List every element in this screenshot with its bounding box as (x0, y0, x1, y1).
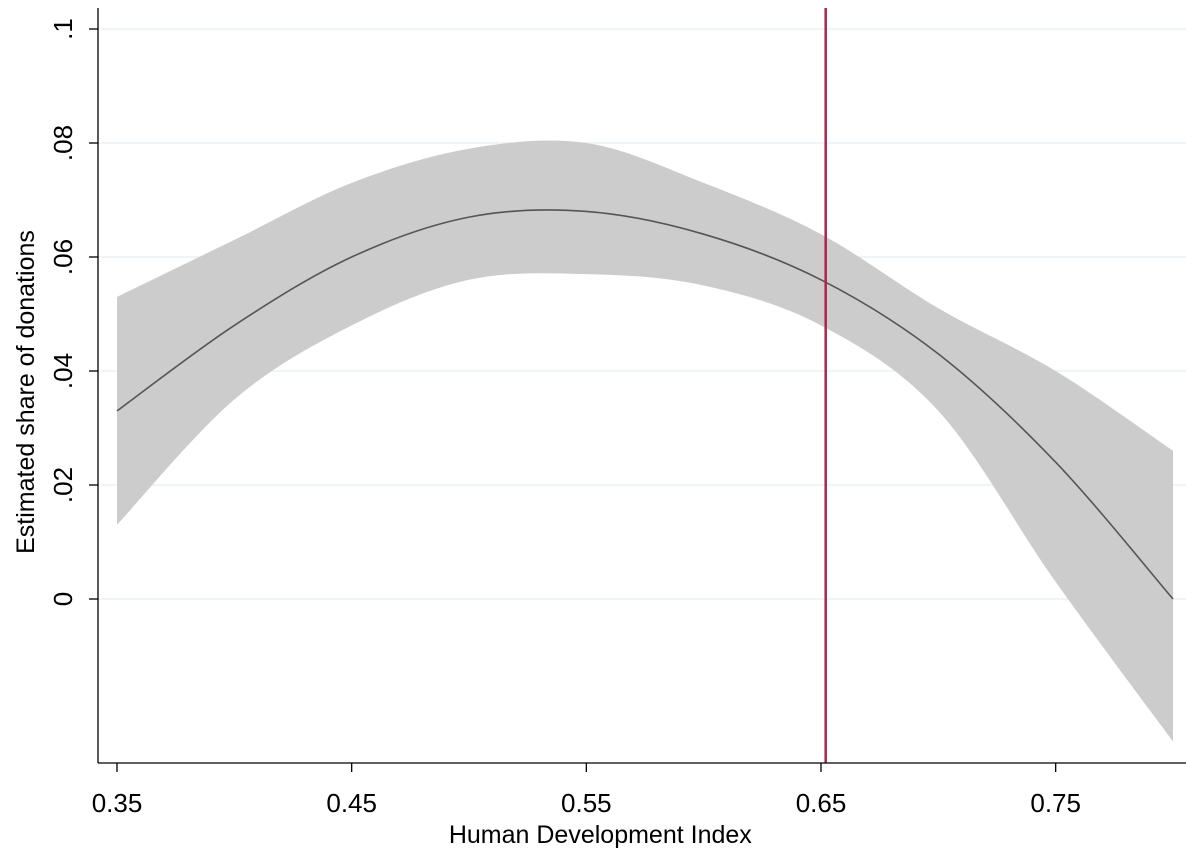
confidence-band (117, 140, 1173, 742)
x-tick-label-2: 0.55 (561, 788, 612, 818)
y-tick-label-0: 0 (48, 592, 78, 606)
y-tick-label-3: .06 (48, 239, 78, 275)
x-axis-title: Human Development Index (449, 821, 752, 849)
y-axis-ticks: 0 .02 .04 .06 .08 .1 (48, 18, 98, 606)
x-axis-ticks: 0.35 0.45 0.55 0.65 0.75 (92, 763, 1081, 818)
fitted-line (116, 209, 1174, 600)
x-tick-label-1: 0.45 (326, 788, 377, 818)
y-tick-label-5: .1 (48, 18, 78, 40)
x-tick-label-0: 0.35 (92, 788, 143, 818)
y-axis-title: Estimated share of donations (12, 230, 40, 554)
y-tick-label-2: .04 (48, 353, 78, 389)
x-tick-label-3: 0.65 (796, 788, 847, 818)
y-tick-label-4: .08 (48, 125, 78, 161)
y-tick-label-1: .02 (48, 467, 78, 503)
x-tick-label-4: 0.75 (1030, 788, 1081, 818)
